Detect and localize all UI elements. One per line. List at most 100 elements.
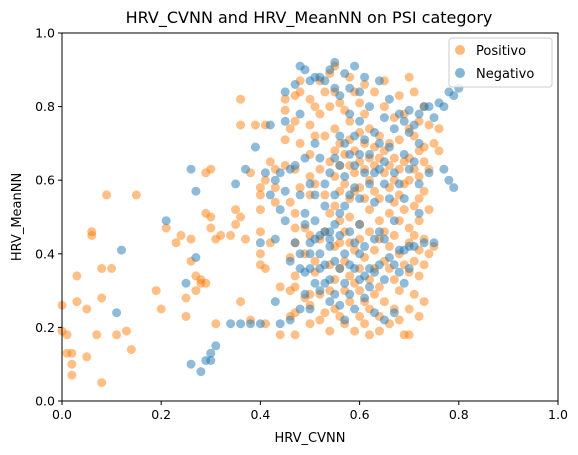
point-positivo-281 (429, 138, 439, 148)
point-negativo-172 (404, 127, 414, 137)
series-positivo (57, 61, 444, 388)
point-negativo-126 (360, 135, 370, 145)
point-negativo-192 (444, 175, 454, 185)
point-positivo-181 (360, 109, 370, 119)
point-negativo-30 (280, 186, 290, 196)
point-positivo-19 (112, 330, 122, 340)
point-negativo-188 (429, 238, 439, 248)
point-negativo-42 (295, 249, 305, 259)
point-negativo-11 (206, 348, 216, 358)
point-positivo-2 (62, 330, 72, 340)
point-positivo-162 (345, 271, 355, 281)
point-positivo-284 (434, 124, 444, 134)
point-negativo-130 (360, 293, 370, 303)
point-negativo-99 (340, 172, 350, 181)
point-positivo-280 (424, 249, 434, 259)
point-positivo-94 (295, 138, 305, 148)
point-positivo-69 (270, 197, 280, 207)
point-positivo-121 (320, 190, 330, 200)
point-negativo-45 (295, 109, 305, 119)
point-negativo-10 (206, 356, 216, 365)
point-positivo-140 (335, 98, 345, 108)
point-negativo-121 (355, 194, 365, 204)
point-positivo-239 (394, 315, 404, 325)
point-positivo-202 (370, 289, 379, 299)
point-negativo-60 (310, 216, 320, 226)
point-positivo-89 (290, 282, 300, 292)
point-negativo-154 (384, 142, 394, 152)
point-positivo-102 (305, 172, 315, 181)
point-positivo-230 (389, 275, 399, 285)
point-negativo-118 (355, 87, 365, 97)
point-positivo-44 (216, 230, 226, 240)
point-positivo-91 (290, 330, 300, 340)
point-negativo-155 (384, 194, 394, 204)
point-positivo-226 (389, 153, 399, 163)
point-negativo-117 (350, 304, 360, 314)
point-negativo-150 (379, 234, 389, 244)
point-negativo-157 (389, 124, 399, 134)
point-negativo-173 (404, 164, 414, 174)
point-negativo-28 (275, 168, 285, 178)
point-negativo-31 (280, 116, 290, 126)
point-positivo-180 (360, 80, 370, 89)
point-positivo-232 (394, 91, 404, 101)
y-tick-label-4: 0.8 (35, 99, 55, 114)
point-positivo-115 (315, 164, 325, 174)
point-positivo-23 (151, 286, 161, 296)
point-positivo-136 (330, 201, 340, 211)
point-negativo-191 (439, 164, 449, 174)
point-positivo-100 (305, 120, 315, 130)
point-negativo-6 (191, 186, 201, 196)
point-negativo-170 (399, 278, 409, 288)
point-negativo-12 (211, 341, 221, 351)
point-negativo-33 (280, 216, 290, 226)
point-positivo-195 (365, 330, 374, 340)
point-negativo-74 (320, 260, 330, 270)
point-positivo-238 (394, 286, 404, 296)
point-negativo-165 (394, 267, 404, 277)
point-negativo-40 (295, 304, 305, 314)
point-positivo-36 (201, 278, 211, 288)
point-negativo-88 (330, 256, 340, 266)
point-positivo-272 (419, 157, 429, 167)
point-positivo-179 (355, 311, 365, 321)
point-positivo-123 (320, 308, 330, 318)
point-negativo-57 (305, 304, 315, 314)
y-tick-label-3: 0.6 (35, 173, 55, 188)
legend-label-negativo: Negativo (476, 67, 534, 82)
point-negativo-120 (355, 149, 365, 159)
point-negativo-61 (310, 138, 320, 148)
x-axis: 0.0 0.2 0.4 0.6 0.8 1.0 (52, 401, 568, 422)
x-tick-label-3: 0.6 (350, 407, 370, 422)
point-negativo-177 (409, 157, 419, 167)
point-positivo-269 (414, 311, 424, 321)
point-negativo-36 (285, 315, 295, 325)
point-negativo-122 (355, 219, 365, 229)
point-positivo-187 (360, 319, 370, 329)
point-negativo-22 (265, 190, 275, 200)
point-positivo-83 (290, 116, 300, 126)
point-positivo-51 (236, 94, 246, 104)
point-negativo-110 (345, 289, 355, 299)
point-negativo-186 (424, 168, 434, 178)
point-negativo-25 (270, 234, 280, 244)
plot-frame (61, 32, 559, 402)
point-positivo-74 (280, 105, 290, 115)
point-positivo-145 (335, 238, 345, 248)
point-negativo-18 (250, 142, 260, 152)
point-positivo-72 (275, 282, 285, 292)
point-negativo-37 (290, 238, 300, 248)
point-positivo-85 (290, 208, 300, 218)
point-positivo-118 (315, 315, 325, 325)
point-negativo-2 (161, 216, 171, 226)
point-negativo-149 (379, 179, 389, 189)
point-negativo-92 (335, 161, 345, 170)
point-positivo-75 (280, 94, 290, 104)
point-positivo-18 (107, 264, 117, 273)
point-negativo-47 (300, 65, 310, 75)
point-negativo-178 (409, 241, 419, 251)
point-positivo-68 (270, 183, 280, 193)
point-negativo-194 (449, 183, 459, 193)
